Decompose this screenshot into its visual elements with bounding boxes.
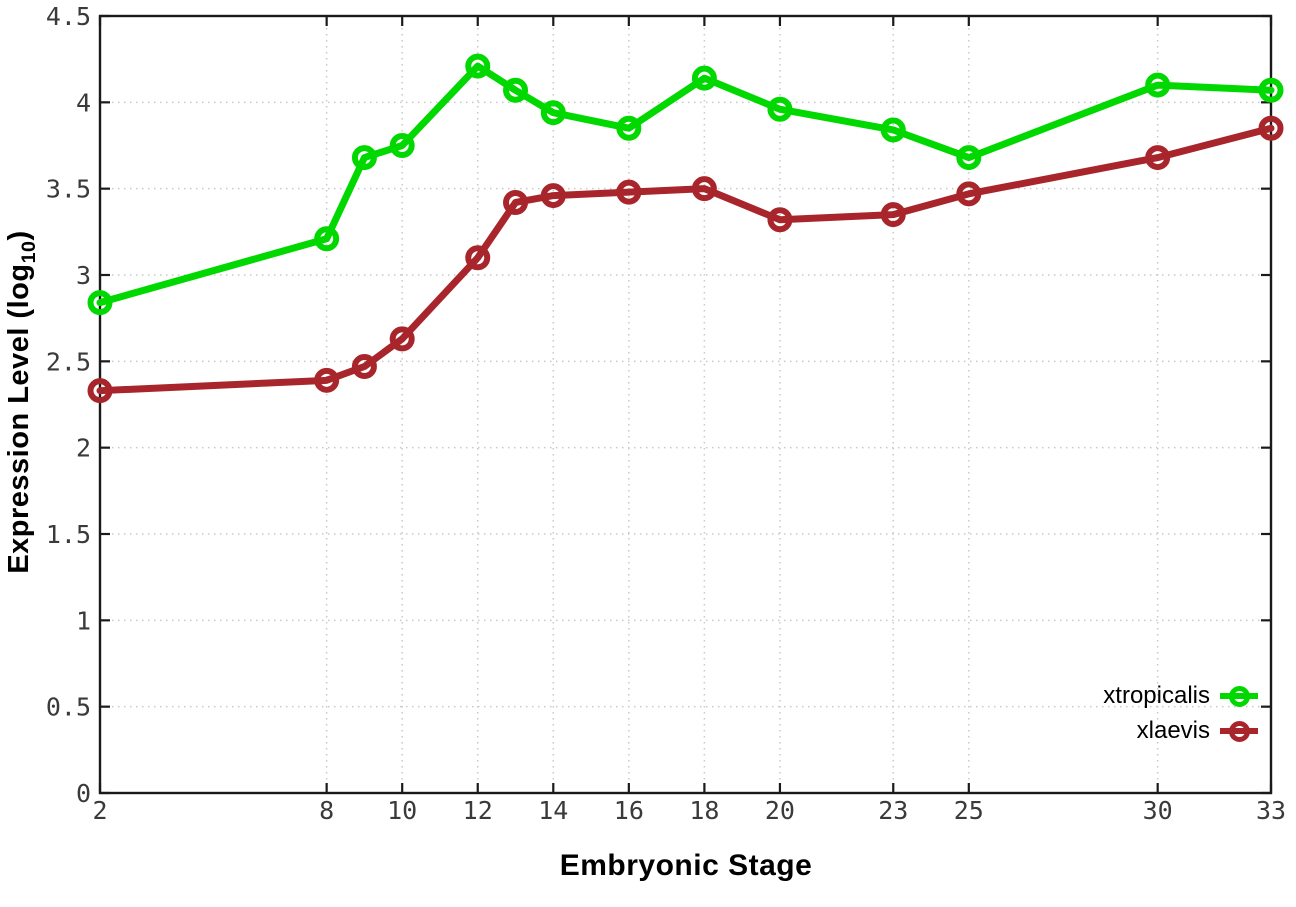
x-axis-title: Embryonic Stage: [559, 849, 813, 882]
series-xlaevis-line: [96, 124, 1275, 395]
point-xlaevis-stage-10: [389, 326, 415, 352]
point-xlaevis-stage-9: [351, 354, 377, 380]
point-xtropicalis-stage-25: [956, 145, 982, 171]
tick-label-x-14: 14: [538, 796, 568, 825]
point-xtropicalis-stage-8: [314, 226, 340, 252]
tick-label-y-2: 2: [76, 434, 91, 463]
point-xlaevis-stage-13: [503, 189, 529, 215]
point-xtropicalis-stage-18: [691, 65, 717, 91]
point-xlaevis-stage-2: [87, 378, 113, 404]
tick-label-x-10: 10: [387, 796, 417, 825]
point-xtropicalis-stage-14: [540, 100, 566, 126]
y-axis-title-subscript: 10: [17, 240, 40, 264]
y-axis-title: Expression Level (log10): [3, 230, 41, 573]
point-xtropicalis-stage-33: [1258, 77, 1284, 103]
legend-marker-xlaevis: [1220, 718, 1258, 744]
point-xtropicalis-stage-9: [351, 145, 377, 171]
tick-label-y-3.5: 3.5: [46, 175, 91, 204]
point-xlaevis-stage-23: [880, 202, 906, 228]
series-xtropicalis-line: [96, 62, 1275, 307]
tick-label-x-8: 8: [319, 796, 334, 825]
point-xtropicalis-stage-16: [616, 115, 642, 141]
tick-label-y-2.5: 2.5: [46, 347, 91, 376]
tick-label-x-30: 30: [1143, 796, 1173, 825]
point-xlaevis-stage-8: [314, 367, 340, 393]
legend-item-xlaevis: xlaevis: [1103, 717, 1258, 745]
tick-label-y-4.5: 4.5: [46, 2, 91, 31]
point-xtropicalis-stage-12: [465, 53, 491, 79]
legend-marker-xtropicalis: [1220, 683, 1258, 709]
legend-circle-marker-icon: [1228, 685, 1250, 707]
legend-label-xtropicalis: xtropicalis: [1103, 682, 1210, 709]
tick-label-y-3: 3: [76, 261, 91, 290]
tick-label-y-0: 0: [76, 779, 91, 808]
point-xtropicalis-stage-13: [503, 77, 529, 103]
legend-circle-marker-icon: [1228, 720, 1250, 742]
y-axis-title-text: Expression Level (log: [3, 263, 36, 574]
legend-item-xtropicalis: xtropicalis: [1103, 682, 1258, 710]
point-xlaevis-stage-16: [616, 179, 642, 205]
point-xlaevis-stage-33: [1258, 115, 1284, 141]
tick-label-x-2: 2: [92, 796, 107, 825]
tick-label-y-0.5: 0.5: [46, 693, 91, 722]
point-xlaevis-stage-20: [767, 207, 793, 233]
point-xlaevis-stage-30: [1145, 145, 1171, 171]
point-xtropicalis-stage-23: [880, 117, 906, 143]
tick-label-x-20: 20: [765, 796, 795, 825]
point-xlaevis-stage-12: [465, 245, 491, 271]
tick-label-x-25: 25: [954, 796, 984, 825]
tick-label-x-18: 18: [689, 796, 719, 825]
y-axis-title-suffix: ): [3, 230, 36, 241]
tick-label-y-1: 1: [76, 606, 91, 635]
tick-label-x-16: 16: [614, 796, 644, 825]
tick-label-x-12: 12: [463, 796, 493, 825]
plot-border: [98, 14, 1273, 795]
point-xlaevis-stage-25: [956, 181, 982, 207]
tick-label-y-4: 4: [76, 88, 91, 117]
legend: xtropicalis xlaevis: [1103, 682, 1258, 752]
point-xtropicalis-stage-10: [389, 133, 415, 158]
legend-label-xlaevis: xlaevis: [1136, 717, 1210, 744]
point-xtropicalis-stage-20: [767, 96, 793, 122]
tick-label-x-23: 23: [878, 796, 908, 825]
point-xlaevis-stage-18: [691, 176, 717, 202]
point-xtropicalis-stage-30: [1145, 72, 1171, 98]
tick-label-x-33: 33: [1256, 796, 1286, 825]
point-xlaevis-stage-14: [540, 183, 566, 209]
tick-label-y-1.5: 1.5: [46, 520, 91, 549]
point-xtropicalis-stage-2: [87, 290, 113, 316]
